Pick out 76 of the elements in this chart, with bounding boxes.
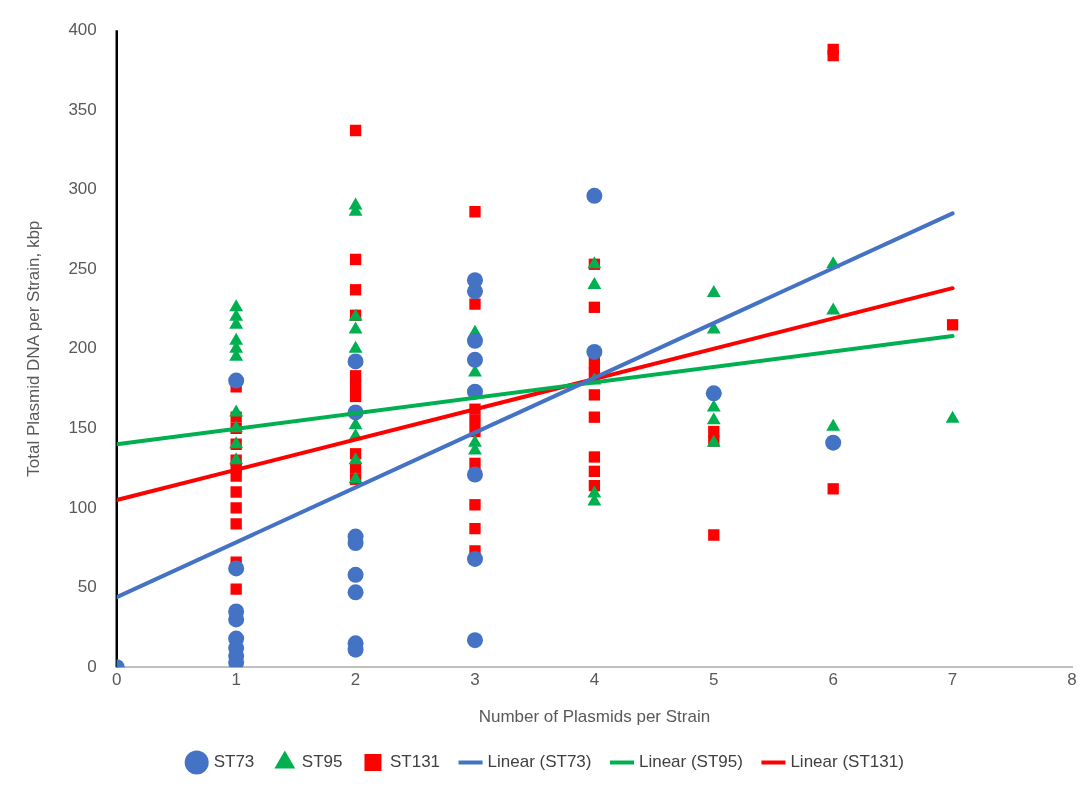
point — [466, 283, 483, 300]
point — [588, 451, 601, 463]
legend-label: ST95 — [301, 752, 343, 772]
point — [229, 404, 244, 417]
point — [588, 389, 601, 401]
point — [466, 332, 483, 349]
y-tick-label: 0 — [87, 656, 97, 676]
legend-label: Linear (ST95) — [638, 752, 743, 772]
point — [706, 399, 721, 412]
x-tick-label: 1 — [231, 670, 241, 690]
point — [466, 351, 483, 368]
x-tick-label: 4 — [589, 670, 600, 690]
x-tick-label: 3 — [470, 670, 480, 690]
point — [230, 486, 242, 498]
point — [347, 353, 364, 370]
x-tick-label: 8 — [1067, 670, 1077, 690]
y-tick-label: 250 — [68, 258, 97, 278]
legend-label: Linear (ST131) — [790, 752, 904, 772]
point — [348, 340, 363, 353]
point — [946, 319, 959, 331]
point — [348, 452, 363, 465]
point — [347, 584, 364, 601]
point — [349, 379, 362, 391]
y-tick-label: 350 — [68, 99, 97, 119]
point — [230, 518, 242, 530]
point — [706, 412, 721, 425]
point — [349, 124, 362, 137]
point — [705, 385, 722, 402]
point — [466, 550, 483, 567]
point — [347, 566, 364, 583]
point — [466, 632, 483, 649]
point — [349, 253, 362, 266]
y-tick-label: 200 — [68, 338, 97, 358]
point — [826, 418, 841, 431]
point — [588, 301, 601, 313]
point — [228, 560, 245, 577]
point — [826, 302, 841, 315]
x-axis-title: Number of Plasmids per Strain — [478, 707, 711, 727]
point — [588, 411, 601, 423]
point — [349, 390, 362, 403]
point — [825, 434, 842, 451]
legend-label: ST131 — [389, 752, 441, 772]
point — [348, 321, 363, 334]
point — [945, 410, 960, 423]
x-tick-label: 0 — [112, 670, 122, 690]
y-tick-label: 300 — [68, 179, 97, 199]
point — [469, 523, 481, 535]
point — [706, 284, 721, 297]
point — [230, 502, 242, 514]
y-tick-label: 50 — [77, 577, 97, 597]
point — [827, 483, 839, 495]
point — [469, 414, 481, 427]
x-tick-label: 6 — [828, 670, 838, 690]
point — [469, 206, 481, 218]
point — [469, 298, 481, 310]
point — [230, 583, 242, 595]
point — [588, 465, 601, 477]
point — [708, 529, 720, 541]
legend-label: ST73 — [213, 752, 255, 772]
point — [349, 284, 362, 296]
point — [586, 187, 603, 204]
point — [587, 277, 602, 289]
y-tick-label: 400 — [68, 19, 97, 39]
legend-label: Linear (ST73) — [487, 752, 592, 772]
point — [827, 50, 839, 62]
point — [466, 466, 483, 483]
x-tick-label: 2 — [350, 670, 361, 690]
y-axis-title: Total Plasmid DNA per Strain, kbp — [23, 220, 43, 477]
x-tick-label: 7 — [947, 670, 958, 690]
point — [229, 299, 244, 312]
y-tick-label: 100 — [68, 497, 97, 517]
point — [469, 499, 481, 511]
point — [228, 372, 245, 389]
x-tick-label: 5 — [709, 670, 719, 690]
y-tick-label: 150 — [68, 418, 97, 438]
point — [586, 343, 603, 360]
